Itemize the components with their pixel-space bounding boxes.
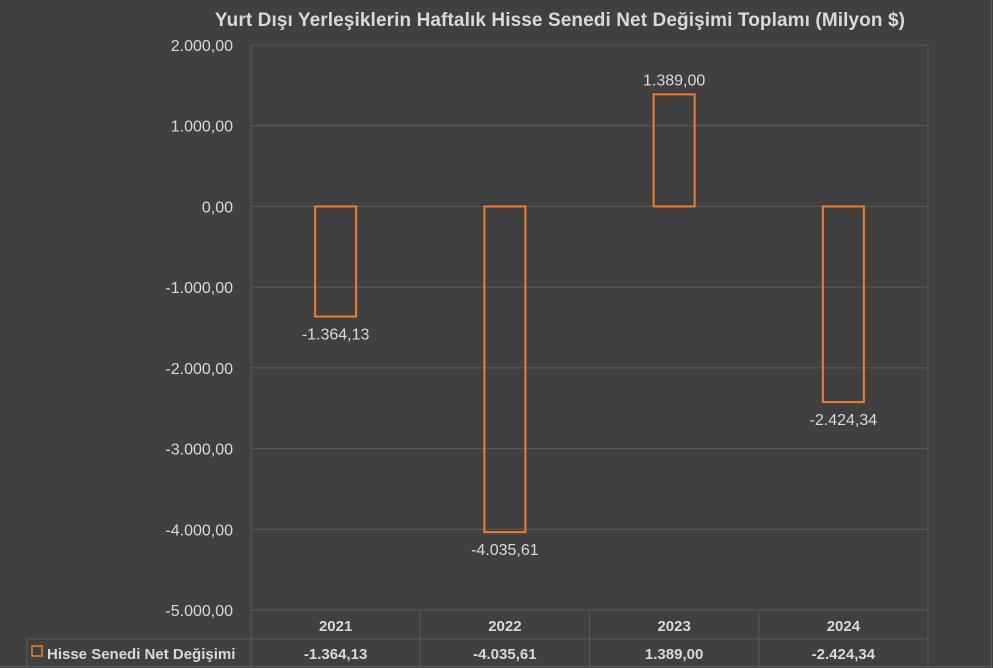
table-value: -1.364,13 [304, 646, 367, 663]
y-tick-label: 0,00 [202, 199, 233, 216]
bar-layer [314, 93, 865, 534]
x-category-label: 2023 [657, 618, 690, 635]
x-category-label: 2021 [319, 618, 352, 635]
table-value: -2.424,34 [812, 646, 876, 663]
y-tick-label: -4.000,00 [165, 522, 233, 539]
chart-title: Yurt Dışı Yerleşiklerin Haftalık Hisse S… [214, 10, 906, 31]
bar-2021 [314, 205, 358, 318]
x-category-label: 2024 [827, 618, 861, 635]
table-value: 1.389,00 [645, 646, 703, 663]
label-layer: 2.000,00 1.000,00 0,00 -1.000,00 -2.000,00 -3… [165, 38, 877, 620]
data-table: 2021 -1.364,13 2022 -4.035,61 2023 1.389,00 20… [26, 609, 929, 667]
y-tick-label: 2.000,00 [171, 38, 233, 55]
data-label: -4.035,61 [471, 542, 539, 559]
legend-series-name: Hisse Senedi Net Değişimi [47, 646, 235, 663]
y-tick-label: -2.000,00 [165, 361, 233, 378]
x-category-label: 2022 [488, 618, 521, 635]
y-tick-label: -5.000,00 [165, 603, 233, 620]
bar-2024 [821, 205, 865, 404]
bar-2023 [652, 93, 696, 208]
data-label: -2.424,34 [810, 412, 878, 429]
bar-2022 [483, 205, 527, 534]
table-value: -4.035,61 [473, 646, 536, 663]
legend-key-icon [31, 645, 43, 657]
y-tick-label: 1.000,00 [171, 119, 233, 136]
data-label: 1.389,00 [643, 72, 705, 89]
y-tick-label: -1.000,00 [165, 280, 233, 297]
y-tick-label: -3.000,00 [165, 442, 233, 459]
data-label: -1.364,13 [302, 327, 370, 344]
